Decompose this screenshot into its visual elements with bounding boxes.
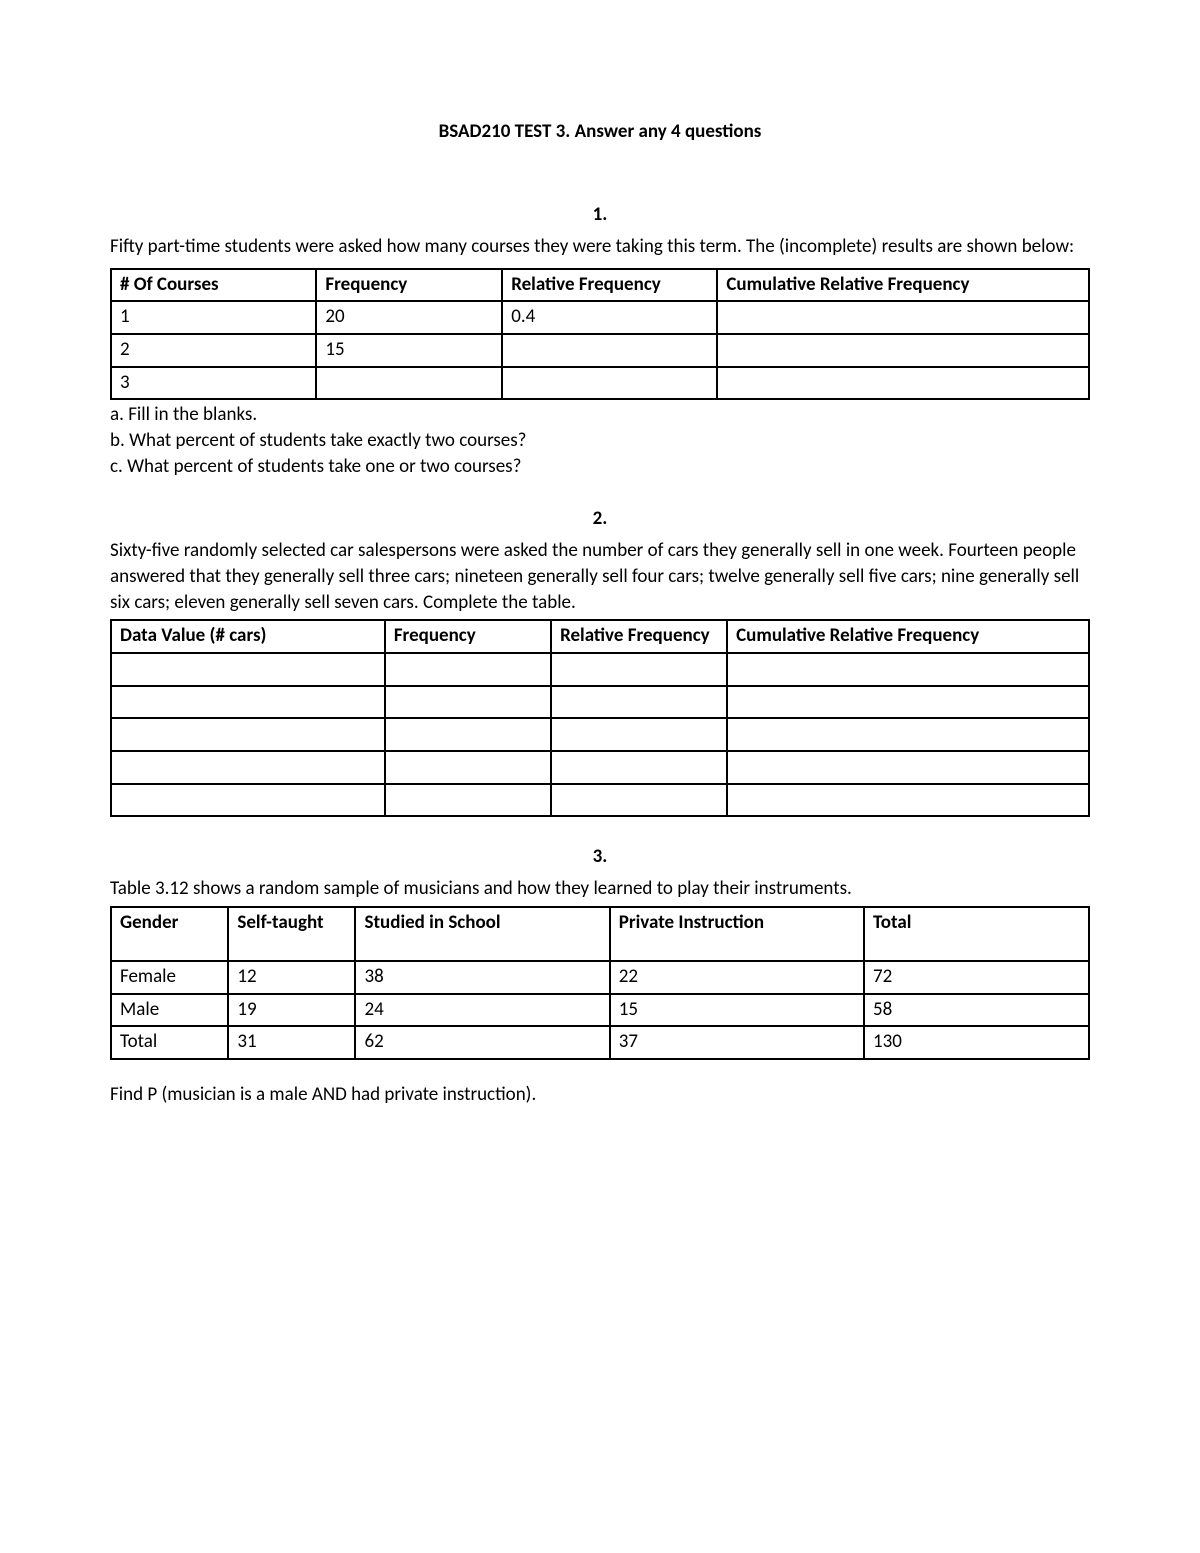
table-row <box>111 653 1089 686</box>
cell <box>717 334 1089 367</box>
cell <box>111 686 385 719</box>
table-row: Male 19 24 15 58 <box>111 994 1089 1027</box>
table-row <box>111 718 1089 751</box>
col-header: Relative Frequency <box>551 620 727 653</box>
q1-sub-a: a. Fill in the blanks. <box>110 402 1090 428</box>
q2-table: Data Value (# cars) Frequency Relative F… <box>110 619 1090 817</box>
col-header: Total <box>864 907 1089 961</box>
cell <box>727 686 1089 719</box>
question-3: 3. Table 3.12 shows a random sample of m… <box>110 845 1090 1107</box>
col-header: Frequency <box>385 620 551 653</box>
table-header-row: Data Value (# cars) Frequency Relative F… <box>111 620 1089 653</box>
col-header: Private Instruction <box>610 907 864 961</box>
q3-intro: Table 3.12 shows a random sample of musi… <box>110 876 1090 902</box>
cell <box>727 784 1089 817</box>
cell <box>551 751 727 784</box>
cell <box>111 653 385 686</box>
question-2: 2. Sixty-five randomly selected car sale… <box>110 507 1090 817</box>
cell: 15 <box>610 994 864 1027</box>
cell: 62 <box>355 1026 609 1059</box>
cell: Female <box>111 961 228 994</box>
cell: 2 <box>111 334 316 367</box>
q1-sub-b: b. What percent of students take exactly… <box>110 428 1090 454</box>
table-header-row: # Of Courses Frequency Relative Frequenc… <box>111 269 1089 302</box>
q2-intro: Sixty-five randomly selected car salespe… <box>110 538 1090 615</box>
cell: 3 <box>111 367 316 400</box>
q1-intro: Fifty part-time students were asked how … <box>110 234 1090 260</box>
cell <box>551 686 727 719</box>
cell <box>551 653 727 686</box>
cell: 22 <box>610 961 864 994</box>
q1-sub-c: c. What percent of students take one or … <box>110 454 1090 480</box>
question-1: 1. Fifty part-time students were asked h… <box>110 203 1090 479</box>
cell <box>385 686 551 719</box>
cell <box>385 784 551 817</box>
cell: 1 <box>111 301 316 334</box>
q3-number: 3. <box>110 845 1090 868</box>
cell <box>385 751 551 784</box>
q1-table: # Of Courses Frequency Relative Frequenc… <box>110 268 1090 401</box>
cell: 38 <box>355 961 609 994</box>
q1-number: 1. <box>110 203 1090 226</box>
cell <box>385 718 551 751</box>
cell <box>551 784 727 817</box>
cell <box>385 653 551 686</box>
page-title: BSAD210 TEST 3. Answer any 4 questions <box>110 120 1090 143</box>
cell <box>502 334 717 367</box>
col-header: Data Value (# cars) <box>111 620 385 653</box>
cell: Male <box>111 994 228 1027</box>
cell: 12 <box>228 961 355 994</box>
col-header: Studied in School <box>355 907 609 961</box>
q2-number: 2. <box>110 507 1090 530</box>
cell <box>502 367 717 400</box>
col-header: Frequency <box>316 269 502 302</box>
cell <box>727 653 1089 686</box>
table-row: Female 12 38 22 72 <box>111 961 1089 994</box>
col-header: Cumulative Relative Frequency <box>717 269 1089 302</box>
table-row: 1 20 0.4 <box>111 301 1089 334</box>
table-row <box>111 751 1089 784</box>
cell: 31 <box>228 1026 355 1059</box>
table-row: 3 <box>111 367 1089 400</box>
table-row <box>111 686 1089 719</box>
cell: 0.4 <box>502 301 717 334</box>
col-header: Gender <box>111 907 228 961</box>
col-header: Self-taught <box>228 907 355 961</box>
col-header: Cumulative Relative Frequency <box>727 620 1089 653</box>
table-row: 2 15 <box>111 334 1089 367</box>
cell <box>717 301 1089 334</box>
table-row: Total 31 62 37 130 <box>111 1026 1089 1059</box>
cell <box>727 718 1089 751</box>
cell: 19 <box>228 994 355 1027</box>
table-row <box>111 784 1089 817</box>
cell: 20 <box>316 301 502 334</box>
cell <box>727 751 1089 784</box>
cell: 37 <box>610 1026 864 1059</box>
q3-table: Gender Self-taught Studied in School Pri… <box>110 906 1090 1060</box>
table-header-row: Gender Self-taught Studied in School Pri… <box>111 907 1089 961</box>
cell: 72 <box>864 961 1089 994</box>
col-header: Relative Frequency <box>502 269 717 302</box>
cell: 24 <box>355 994 609 1027</box>
q3-prompt: Find P (musician is a male AND had priva… <box>110 1082 1090 1108</box>
cell: 15 <box>316 334 502 367</box>
cell: 58 <box>864 994 1089 1027</box>
cell: Total <box>111 1026 228 1059</box>
cell <box>717 367 1089 400</box>
cell <box>316 367 502 400</box>
cell <box>111 751 385 784</box>
cell <box>551 718 727 751</box>
col-header: # Of Courses <box>111 269 316 302</box>
cell <box>111 718 385 751</box>
cell: 130 <box>864 1026 1089 1059</box>
cell <box>111 784 385 817</box>
